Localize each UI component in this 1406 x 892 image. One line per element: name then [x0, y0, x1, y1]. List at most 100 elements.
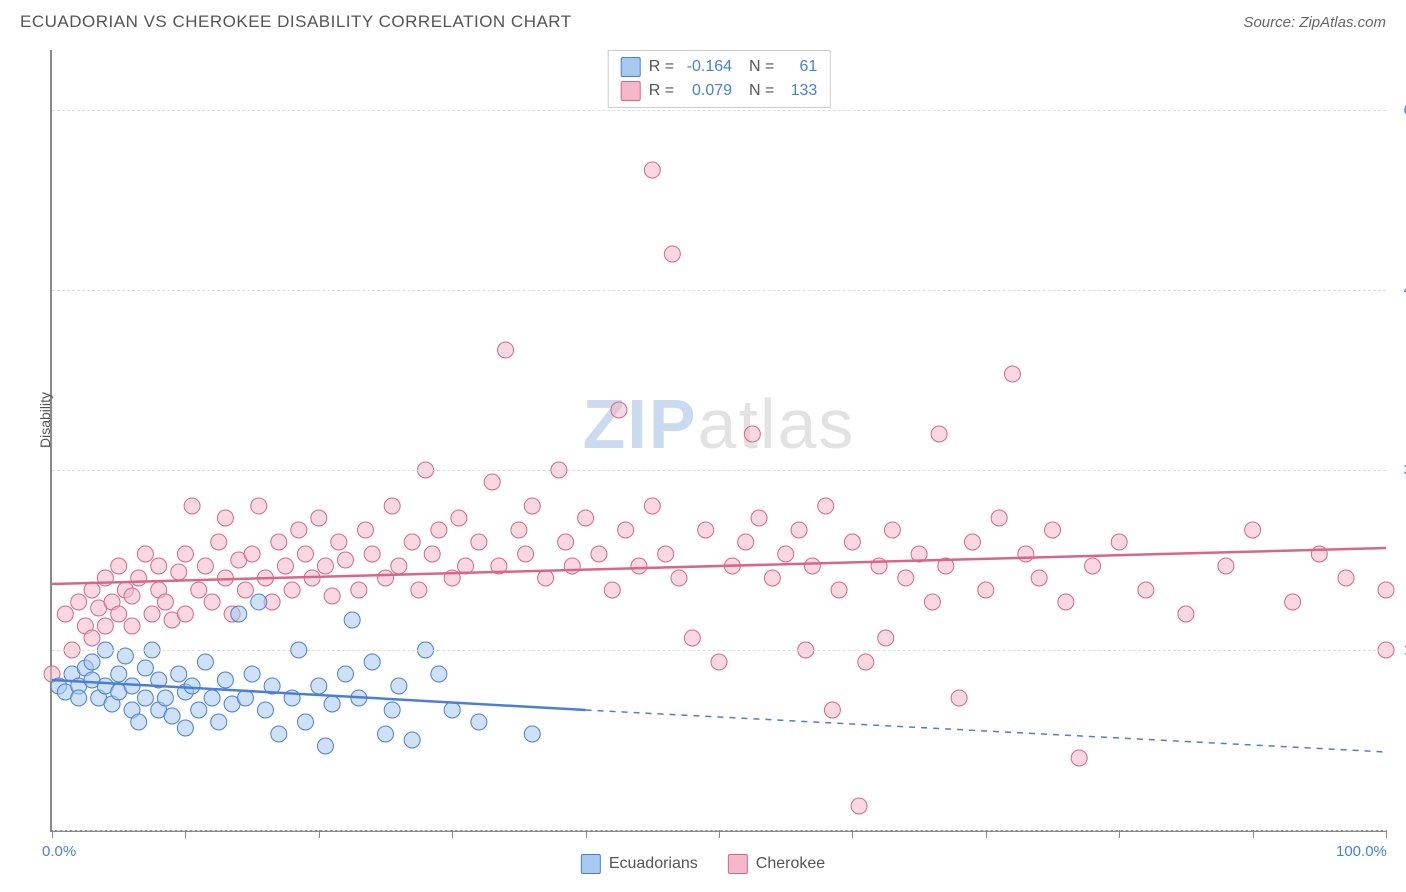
scatter-point [1218, 558, 1234, 574]
scatter-point [831, 582, 847, 598]
tick-x [319, 830, 320, 838]
scatter-point [311, 510, 327, 526]
scatter-point [951, 690, 967, 706]
scatter-point [1245, 522, 1261, 538]
scatter-point [177, 546, 193, 562]
scatter-point [924, 594, 940, 610]
stats-n-value: 61 [782, 58, 817, 76]
scatter-point [1071, 750, 1087, 766]
stats-n-label: N = [740, 82, 774, 100]
stats-r-label: R = [649, 58, 674, 76]
legend-swatch [581, 854, 601, 874]
scatter-point [1285, 594, 1301, 610]
scatter-point [157, 690, 173, 706]
scatter-point [191, 702, 207, 718]
scatter-point [764, 570, 780, 586]
scatter-point [558, 534, 574, 550]
scatter-point [124, 588, 140, 604]
stats-n-label: N = [740, 58, 774, 76]
stats-row: R = 0.079 N = 133 [621, 79, 818, 103]
chart-container: Disability ZIPatlas R = -0.164 N = 61 R … [50, 50, 1386, 832]
scatter-point [451, 510, 467, 526]
scatter-point [604, 582, 620, 598]
scatter-point [404, 732, 420, 748]
scatter-point [131, 570, 147, 586]
scatter-point [378, 570, 394, 586]
scatter-point [197, 654, 213, 670]
scatter-point [1111, 534, 1127, 550]
bottom-legend: Ecuadorians Cherokee [581, 854, 825, 874]
scatter-point [217, 672, 233, 688]
scatter-point [244, 546, 260, 562]
scatter-point [818, 498, 834, 514]
source-attribution: Source: ZipAtlas.com [1243, 14, 1386, 31]
scatter-point [111, 666, 127, 682]
scatter-point [684, 630, 700, 646]
stats-r-value: -0.164 [682, 58, 732, 76]
legend-label: Ecuadorians [609, 855, 698, 873]
legend-item: Cherokee [728, 854, 825, 874]
scatter-point [658, 546, 674, 562]
scatter-point [1004, 366, 1020, 382]
scatter-point [251, 594, 267, 610]
scatter-point [84, 630, 100, 646]
scatter-point [171, 666, 187, 682]
tick-x [452, 830, 453, 838]
tick-x [1386, 830, 1387, 838]
scatter-point [1045, 522, 1061, 538]
scatter-point [484, 474, 500, 490]
scatter-point [1338, 570, 1354, 586]
scatter-point [84, 654, 100, 670]
scatter-point [184, 498, 200, 514]
scatter-point [884, 522, 900, 538]
scatter-point [217, 510, 233, 526]
scatter-point [1018, 546, 1034, 562]
scatter-point [297, 546, 313, 562]
scatter-point [391, 558, 407, 574]
tick-x [986, 830, 987, 838]
scatter-point [157, 594, 173, 610]
scatter-point [591, 546, 607, 562]
scatter-point [644, 162, 660, 178]
scatter-point [244, 666, 260, 682]
scatter-point [511, 522, 527, 538]
scatter-point [498, 342, 514, 358]
scatter-point [317, 558, 333, 574]
tick-x [586, 830, 587, 838]
trend-line-dashed [586, 710, 1386, 752]
scatter-point [858, 654, 874, 670]
tick-x [52, 830, 53, 838]
scatter-point [364, 654, 380, 670]
legend-label: Cherokee [756, 855, 825, 873]
scatter-point [384, 702, 400, 718]
scatter-point [71, 594, 87, 610]
scatter-point [211, 714, 227, 730]
scatter-point [631, 558, 647, 574]
stats-r-value: 0.079 [682, 82, 732, 100]
chart-title: ECUADORIAN VS CHEROKEE DISABILITY CORREL… [20, 12, 572, 32]
scatter-point [204, 594, 220, 610]
scatter-point [137, 546, 153, 562]
legend-swatch [728, 854, 748, 874]
scatter-point [144, 606, 160, 622]
scatter-point [1085, 558, 1101, 574]
scatter-point [337, 552, 353, 568]
stats-n-value: 133 [782, 82, 817, 100]
scatter-point [391, 678, 407, 694]
scatter-point [751, 510, 767, 526]
scatter-point [791, 522, 807, 538]
tick-x [185, 830, 186, 838]
scatter-point [931, 426, 947, 442]
scatter-point [257, 702, 273, 718]
scatter-point [277, 558, 293, 574]
scatter-point [237, 582, 253, 598]
tick-x [1253, 830, 1254, 838]
scatter-point [111, 558, 127, 574]
scatter-point [111, 606, 127, 622]
scatter-point [378, 726, 394, 742]
scatter-point [978, 582, 994, 598]
scatter-point [271, 534, 287, 550]
legend-swatch [621, 81, 641, 101]
scatter-point [191, 582, 207, 598]
scatter-point [738, 534, 754, 550]
